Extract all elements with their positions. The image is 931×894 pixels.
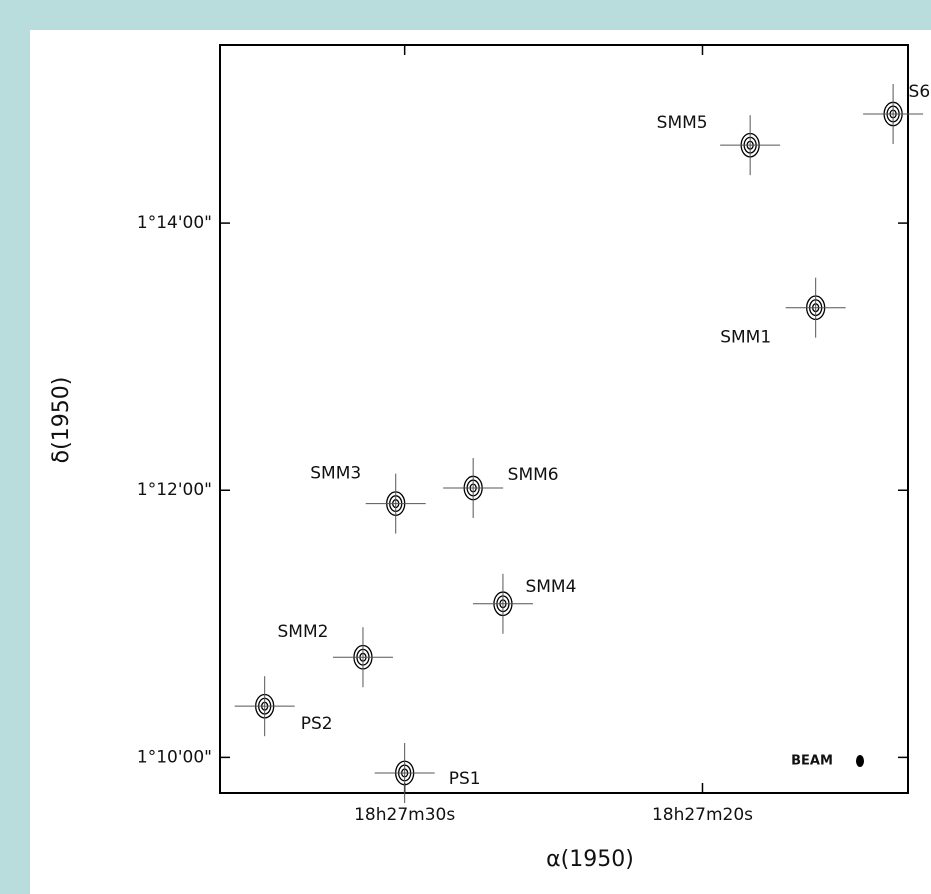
- source: [234, 676, 295, 737]
- y-tick-label: 1°12'00": [137, 480, 212, 500]
- source-label: PS1: [449, 769, 481, 789]
- source: [785, 277, 846, 338]
- source-label: PS2: [301, 714, 333, 734]
- source-label: S68N: [909, 82, 931, 102]
- x-tick-label: 18h27m20s: [652, 805, 753, 825]
- source: [720, 115, 781, 176]
- source-label: SMM1: [720, 328, 771, 348]
- source-label: SMM6: [508, 465, 559, 485]
- x-axis-title: α(1950): [546, 847, 634, 872]
- source: [472, 573, 533, 634]
- x-tick-label: 18h27m30s: [354, 805, 455, 825]
- source-label: SMM2: [277, 622, 328, 642]
- source: [332, 627, 393, 688]
- y-tick-label: 1°14'00": [137, 213, 212, 233]
- source-label: SMM5: [657, 113, 708, 133]
- source: [365, 473, 426, 534]
- y-tick-label: 1°10'00": [137, 747, 212, 767]
- y-axis-title: δ(1950): [49, 377, 74, 464]
- source: [443, 458, 504, 519]
- beam-ellipse: [856, 755, 864, 767]
- beam-label: BEAM: [791, 754, 833, 769]
- source-label: SMM4: [525, 577, 576, 597]
- plot-frame: [219, 44, 909, 794]
- source-label: SMM3: [310, 464, 361, 484]
- source: [374, 742, 435, 803]
- source: [863, 84, 924, 145]
